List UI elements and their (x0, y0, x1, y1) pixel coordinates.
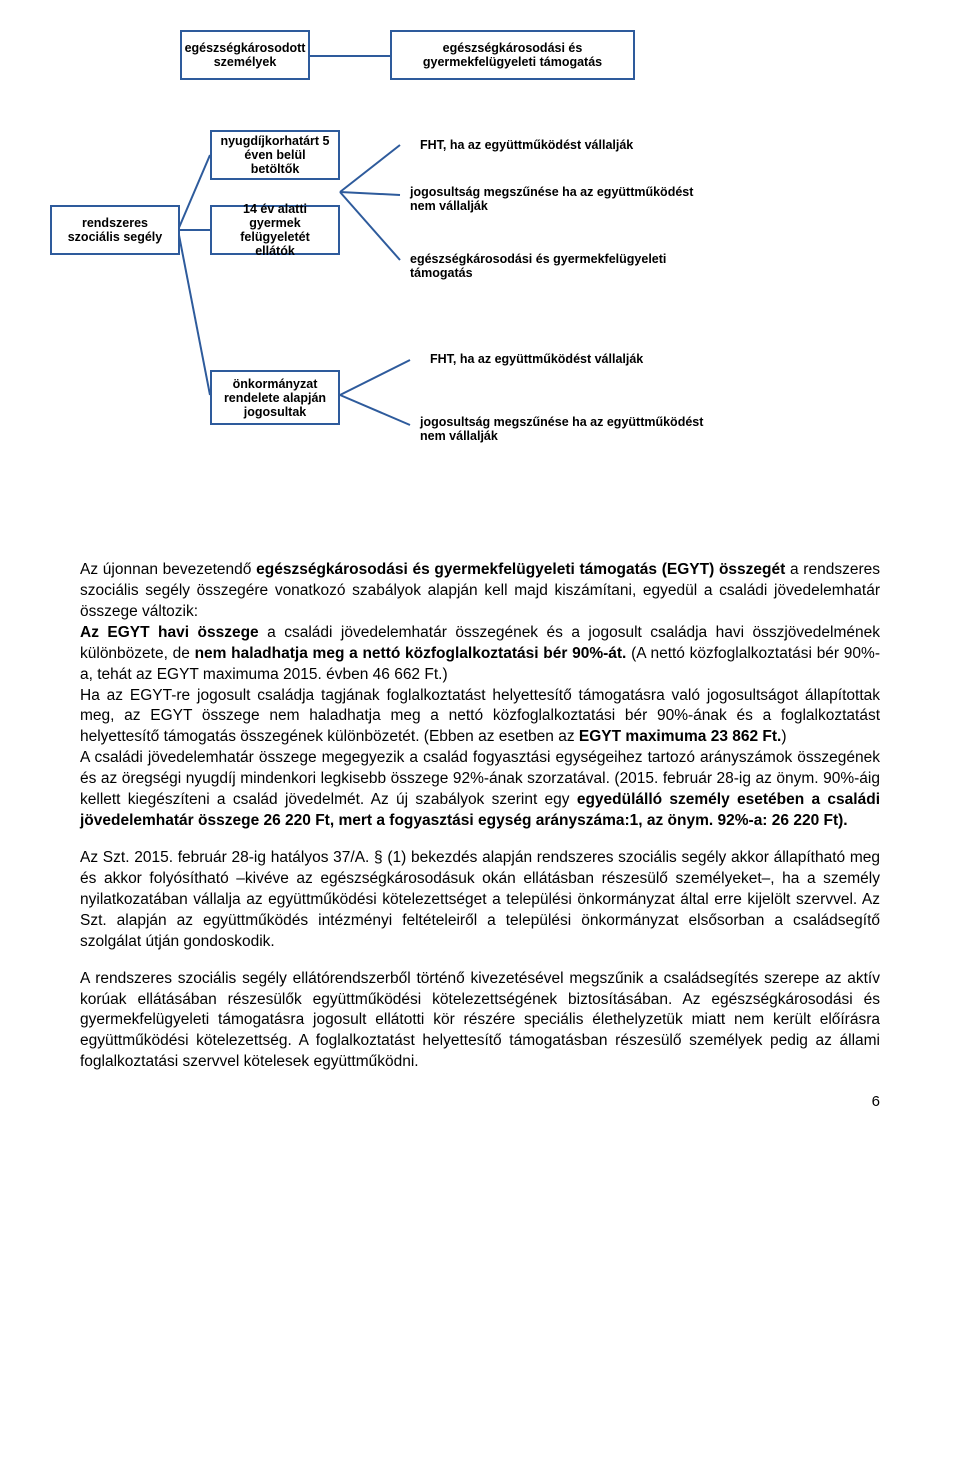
leaf-fht-1: FHT, ha az együttműködést vállalják (420, 138, 700, 152)
body-text: Az újonnan bevezetendő egészségkárosodás… (80, 560, 880, 1073)
node-label: egészségkárosodási és gyermekfelügyeleti… (400, 41, 625, 69)
paragraph-2: Az Szt. 2015. február 28-ig hatályos 37/… (80, 848, 880, 953)
leaf-fht-2: FHT, ha az együttműködést vállalják (430, 352, 710, 366)
node-mid2: 14 év alatti gyermek felügyeletét ellátó… (210, 205, 340, 255)
node-label: egészségkárosodott személyek (185, 41, 306, 69)
node-label: 14 év alatti gyermek felügyeletét ellátó… (220, 202, 330, 258)
leaf-egy: egészségkárosodási és gyermekfelügyeleti… (410, 252, 700, 280)
paragraph-3: A rendszeres szociális segély ellátórend… (80, 969, 880, 1074)
text-run: ) (781, 728, 786, 745)
node-label: rendszeres szociális segély (60, 216, 170, 244)
paragraph-1: Az újonnan bevezetendő egészségkárosodás… (80, 560, 880, 832)
leaf-jog-1: jogosultság megszűnése ha az együttműköd… (410, 185, 700, 213)
connector-lines (80, 30, 880, 530)
text-bold: Az EGYT havi összege (80, 624, 259, 641)
text-run: Az újonnan bevezetendő (80, 561, 256, 578)
text-bold: nem haladhatja meg a nettó közfoglalkozt… (195, 645, 627, 662)
node-mid1: nyugdíjkorhatárt 5 éven belül betöltők (210, 130, 340, 180)
node-top-left: egészségkárosodott személyek (180, 30, 310, 80)
flowchart: egészségkárosodott személyek egészségkár… (80, 30, 880, 530)
text-bold: EGYT maximuma 23 862 Ft. (579, 728, 781, 745)
page-number: 6 (80, 1093, 880, 1110)
node-label: nyugdíjkorhatárt 5 éven belül betöltők (220, 134, 330, 176)
node-root: rendszeres szociális segély (50, 205, 180, 255)
node-top-right: egészségkárosodási és gyermekfelügyeleti… (390, 30, 635, 80)
node-label: önkormányzat rendelete alapján jogosulta… (220, 377, 330, 419)
node-mid3: önkormányzat rendelete alapján jogosulta… (210, 370, 340, 425)
text-bold: egészségkárosodási és gyermekfelügyeleti… (256, 561, 785, 578)
leaf-jog-2: jogosultság megszűnése ha az együttműköd… (420, 415, 710, 443)
